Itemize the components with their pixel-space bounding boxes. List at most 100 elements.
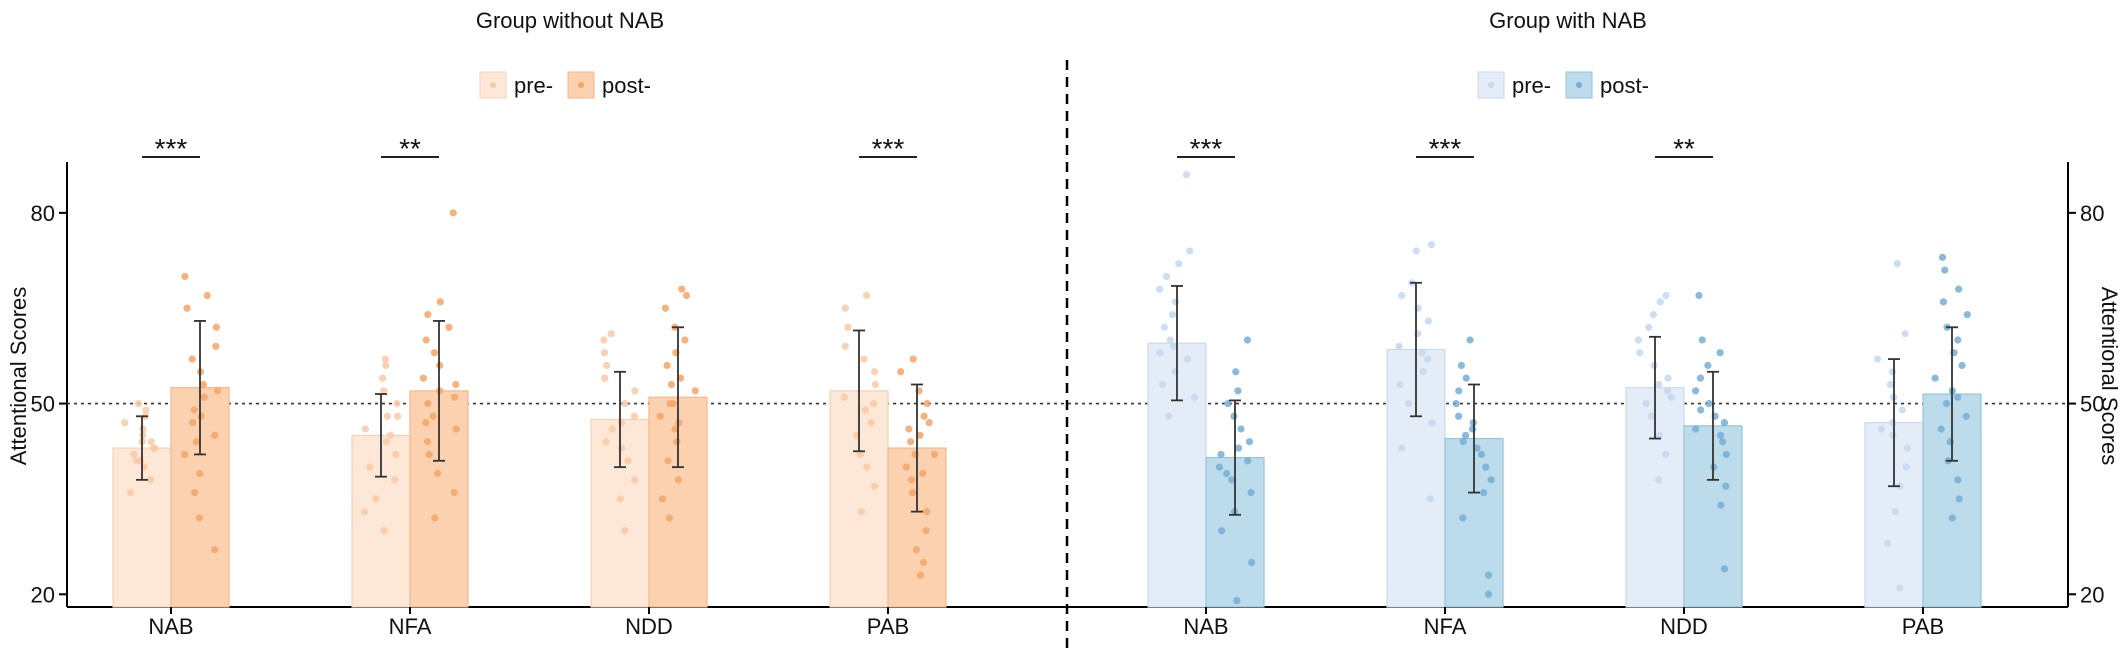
data-point-post xyxy=(1217,450,1225,459)
data-point-pre xyxy=(147,438,155,446)
data-point-pre xyxy=(860,355,868,363)
data-point-post xyxy=(1237,425,1245,433)
legend-label-post: post- xyxy=(1600,73,1649,98)
data-point-pre xyxy=(378,374,387,382)
data-point-pre xyxy=(1159,380,1167,389)
data-point-post xyxy=(1484,590,1493,598)
data-point-post xyxy=(1462,374,1470,382)
significance-stars: ** xyxy=(1673,133,1695,164)
data-point-post xyxy=(1461,431,1470,439)
data-point-post xyxy=(1244,457,1252,465)
data-point-post xyxy=(1963,310,1971,319)
data-point-post xyxy=(1455,387,1463,395)
data-point-pre xyxy=(132,457,140,465)
data-point-post xyxy=(419,374,427,382)
data-point-pre xyxy=(870,399,878,408)
data-point-pre xyxy=(142,406,150,414)
data-point-post xyxy=(923,508,931,516)
data-point-post xyxy=(1705,399,1713,408)
data-point-post xyxy=(1704,361,1712,370)
data-point-pre xyxy=(1902,463,1910,471)
data-point-post xyxy=(923,399,931,408)
data-point-pre xyxy=(366,463,374,471)
data-point-post xyxy=(1230,412,1238,420)
data-point-post xyxy=(1958,361,1966,370)
data-point-pre xyxy=(861,406,869,414)
data-point-post xyxy=(1248,558,1256,567)
data-point-pre xyxy=(1412,247,1420,255)
data-point-pre xyxy=(1155,285,1164,293)
data-point-pre xyxy=(1647,412,1655,420)
data-point-pre xyxy=(1889,419,1897,427)
data-point-post xyxy=(422,419,430,427)
data-point-post xyxy=(1696,374,1705,382)
legend-label-post: post- xyxy=(602,73,651,98)
data-point-pre xyxy=(1662,291,1670,300)
data-point-post xyxy=(195,514,203,522)
data-point-pre xyxy=(1655,476,1663,484)
data-point-pre xyxy=(630,412,638,420)
x-tick-label-nfa: NFA xyxy=(389,614,432,639)
significance-stars: *** xyxy=(155,133,188,164)
data-point-post xyxy=(1955,495,1963,503)
y-tick-label-right: 80 xyxy=(2080,201,2104,226)
data-point-post xyxy=(1466,336,1474,344)
data-point-pre xyxy=(870,482,879,490)
data-point-post xyxy=(1459,514,1467,522)
y-axis-label-left: Attentional Scores xyxy=(6,287,31,466)
data-point-post xyxy=(930,450,939,459)
data-point-pre xyxy=(1165,412,1173,420)
data-point-post xyxy=(181,450,189,459)
data-point-pre xyxy=(1160,323,1168,331)
data-point-post xyxy=(666,399,674,408)
data-point-pre xyxy=(1663,387,1672,395)
data-point-post xyxy=(424,310,432,319)
data-point-post xyxy=(191,488,199,497)
data-point-pre xyxy=(1398,444,1406,452)
data-point-post xyxy=(1215,463,1224,471)
data-point-pre xyxy=(624,457,632,465)
data-point-pre xyxy=(372,495,380,503)
data-point-pre xyxy=(602,361,611,370)
data-point-pre xyxy=(1649,310,1658,319)
data-point-post xyxy=(429,412,437,420)
data-point-pre xyxy=(856,450,864,459)
data-point-post xyxy=(1941,266,1949,274)
data-point-post xyxy=(434,469,442,478)
data-point-pre xyxy=(1664,374,1672,382)
data-point-pre xyxy=(150,444,159,452)
data-point-post xyxy=(431,514,439,522)
data-point-post xyxy=(1692,425,1700,433)
data-point-post xyxy=(673,438,681,446)
significance-stars: *** xyxy=(1429,133,1462,164)
data-point-post xyxy=(1459,438,1467,446)
data-point-pre xyxy=(134,399,143,408)
data-point-post xyxy=(905,425,913,433)
data-point-pre xyxy=(1395,342,1403,350)
x-tick-label-nfa: NFA xyxy=(1424,614,1467,639)
data-point-pre xyxy=(1883,539,1892,548)
data-point-pre xyxy=(130,450,138,459)
data-point-post xyxy=(902,463,911,471)
data-point-pre xyxy=(617,419,626,427)
data-point-post xyxy=(1473,444,1481,452)
data-point-pre xyxy=(1398,291,1406,300)
data-point-post xyxy=(1247,488,1255,497)
data-point-pre xyxy=(382,361,390,370)
data-point-post xyxy=(450,488,458,497)
data-point-pre xyxy=(1170,342,1178,350)
data-point-pre xyxy=(631,387,639,395)
data-point-post xyxy=(909,355,917,363)
data-point-post xyxy=(452,425,460,433)
data-point-post xyxy=(1938,253,1947,261)
y-axis-label-right: Attentional Scores xyxy=(2097,287,2122,466)
data-point-post xyxy=(1234,444,1243,452)
data-point-pre xyxy=(1190,393,1199,401)
data-point-pre xyxy=(1162,272,1171,281)
data-point-pre xyxy=(360,508,368,516)
data-point-post xyxy=(203,291,211,300)
data-point-pre xyxy=(617,444,626,452)
data-point-post xyxy=(200,393,208,401)
data-point-pre xyxy=(607,330,615,338)
data-point-pre xyxy=(392,450,400,459)
